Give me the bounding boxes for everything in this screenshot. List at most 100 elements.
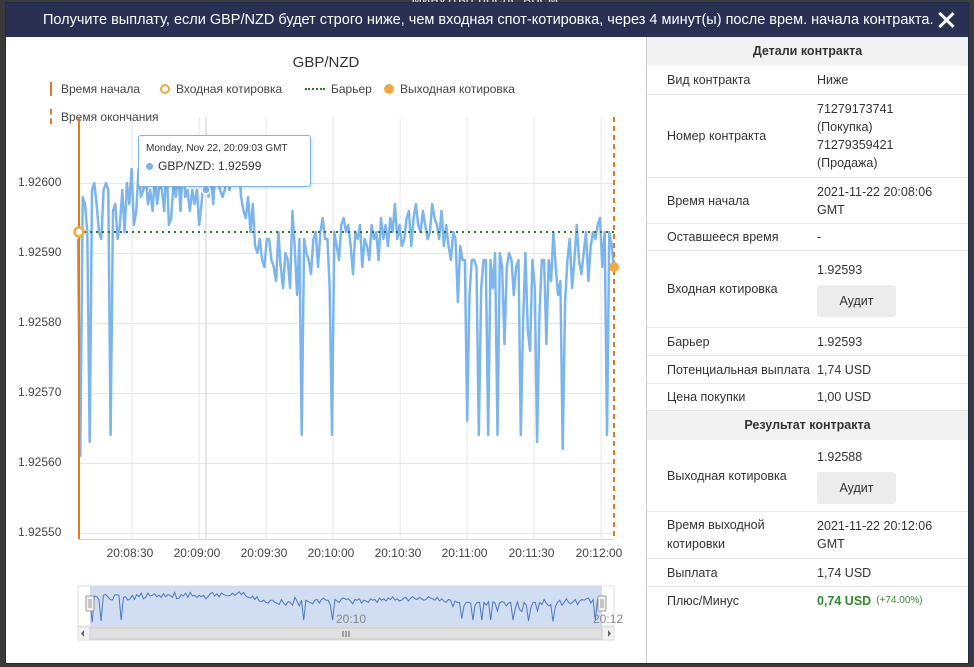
contract-id-sell: 71279359421 (817, 138, 894, 152)
chart-pane: GBP/NZD Время начала Входная котировка Б… (6, 37, 646, 663)
navigator-label: 20:12 (593, 612, 624, 626)
legend-end-time[interactable]: Время окончания (50, 109, 159, 124)
row-barrier: Барьер 1.92593 (647, 328, 968, 356)
contract-id-buy: 71279173741 (817, 102, 894, 116)
value: 1.92588 Аудит (817, 440, 968, 511)
legend-start-time[interactable]: Время начала (50, 82, 140, 96)
chart-navigator (77, 585, 615, 641)
value: 1,74 USD (817, 565, 872, 580)
dialog-title: Получите выплату, если GBP/NZD будет стр… (43, 12, 934, 28)
scroll-right-arrow-icon (608, 630, 611, 637)
legend-label: Барьер (331, 82, 372, 96)
y-tick-label: 1.92580 (18, 315, 62, 329)
chart-svg[interactable] (6, 37, 646, 663)
scroll-left-arrow-icon (81, 630, 84, 637)
dashed-vertical-line-icon (50, 109, 52, 124)
exit-audit-button[interactable]: Аудит (817, 471, 896, 504)
hover-point (201, 185, 211, 195)
label: Вид контракта (667, 73, 751, 87)
value: - (817, 230, 822, 244)
x-tick-label: 20:10:30 (374, 546, 422, 560)
navigator-handle-icon (597, 595, 607, 612)
tooltip-date: Monday, Nov 22, 20:09:03 GMT (146, 143, 288, 154)
x-tick-label: 20:10:00 (307, 546, 355, 560)
row-exit-spot: Выходная котировка 1.92588 Аудит (647, 440, 968, 512)
label: Входная котировка (667, 282, 778, 296)
y-tick-label: 1.92550 (18, 525, 62, 539)
chart-tooltip: Monday, Nov 22, 20:09:03 GMT GBP/NZD: 1.… (138, 135, 311, 187)
label: Выходная котировка (667, 468, 787, 483)
entry-spot-value: 1.92593 (817, 263, 863, 277)
dotted-line-icon (305, 88, 325, 90)
vertical-line-icon (50, 82, 52, 96)
value: 1.92593 Аудит (817, 251, 968, 327)
dialog-titlebar: Получите выплату, если GBP/NZD будет стр… (6, 3, 968, 37)
label: Барьер (667, 334, 710, 349)
value: 1,00 USD (817, 390, 872, 404)
legend-barrier[interactable]: Барьер (305, 82, 372, 96)
timezone: GMT (817, 202, 845, 217)
timezone: GMT (817, 537, 845, 551)
x-tick-label: 20:08:30 (106, 546, 154, 560)
value: 71279173741 (Покупка) 71279359421 (Прода… (817, 95, 968, 177)
navigator-label: 20:10 (336, 612, 367, 626)
legend-exit-spot[interactable]: Выходная котировка (384, 82, 515, 96)
label: Потенциальная выплата (667, 362, 810, 377)
entry-spot-marker (73, 226, 85, 238)
x-tick-label: 20:11:30 (508, 546, 555, 560)
x-tick-label: 20:12:00 (575, 546, 623, 560)
row-payout: Выплата 1,74 USD (647, 559, 968, 587)
dot-icon (384, 84, 394, 94)
navigator-handle-icon (85, 595, 95, 612)
legend-label: Время начала (61, 82, 141, 96)
navigator-series (89, 590, 603, 623)
label: Плюс/Минус (667, 594, 740, 608)
close-icon[interactable] (934, 8, 958, 32)
legend-entry-spot[interactable]: Входная котировка (160, 82, 282, 96)
label: Время начала (667, 193, 750, 208)
label: Выплата (667, 565, 718, 580)
start-time-value: 2021-11-22 20:08:06 (817, 184, 933, 199)
x-tick-label: 20:09:30 (240, 546, 288, 560)
entry-audit-button[interactable]: Аудит (817, 285, 896, 317)
label: Номер контракта (667, 129, 767, 143)
value: 2021-11-22 20:08:06 GMT (817, 178, 968, 223)
y-tick-label: 1.92590 (18, 245, 62, 259)
details-header: Детали контракта (647, 37, 968, 66)
value: Ниже (817, 73, 849, 87)
row-purchase-price: Цена покупки 1,00 USD (647, 384, 968, 411)
contract-dialog: Получите выплату, если GBP/NZD будет стр… (5, 2, 969, 664)
tooltip-value-row: GBP/NZD: 1.92599 (146, 159, 303, 173)
row-contract-type: Вид контракта Ниже (647, 66, 968, 95)
contract-details-pane: Детали контракта Вид контракта Ниже Номе… (646, 37, 968, 663)
row-entry-spot: Входная котировка 1.92593 Аудит (647, 251, 968, 328)
legend-label: Входная котировка (176, 82, 283, 96)
profit-percent: (+74.00%) (876, 595, 923, 606)
buy-tag: (Покупка) (817, 120, 873, 134)
legend-label: Выходная котировка (400, 82, 515, 96)
x-tick-label: 20:09:00 (173, 546, 221, 560)
row-start-time: Время начала 2021-11-22 20:08:06 GMT (647, 178, 968, 224)
row-potential-payout: Потенциальная выплата 1,74 USD (647, 356, 968, 384)
profit-value: 0,74 USD (817, 594, 872, 608)
label: Оставшееся время (667, 230, 779, 244)
value: 1,74 USD (817, 362, 872, 377)
y-tick-label: 1.92560 (18, 455, 62, 469)
value: 0,74 USD (+74.00%) (817, 587, 968, 615)
row-remaining-time: Оставшееся время - (647, 224, 968, 251)
chart-title: GBP/NZD (292, 54, 360, 71)
value: 1.92593 (817, 334, 863, 349)
row-contract-id: Номер контракта 71279173741 (Покупка) 71… (647, 95, 968, 178)
exit-time-value: 2021-11-22 20:12:06 (817, 519, 933, 533)
y-tick-label: 1.92600 (18, 175, 62, 189)
result-header: Результат контракта (647, 411, 968, 440)
row-profit-loss: Плюс/Минус 0,74 USD (+74.00%) (647, 587, 968, 615)
sell-tag: (Продажа) (817, 156, 878, 170)
ring-icon (160, 84, 170, 94)
label: Цена покупки (667, 390, 746, 404)
legend-label: Время окончания (61, 109, 159, 124)
label-line: Время выходной (667, 518, 765, 532)
row-exit-time: Время выходной котировки 2021-11-22 20:1… (647, 512, 968, 559)
label: Время выходной котировки (647, 512, 817, 558)
exit-spot-value: 1.92588 (817, 449, 863, 464)
